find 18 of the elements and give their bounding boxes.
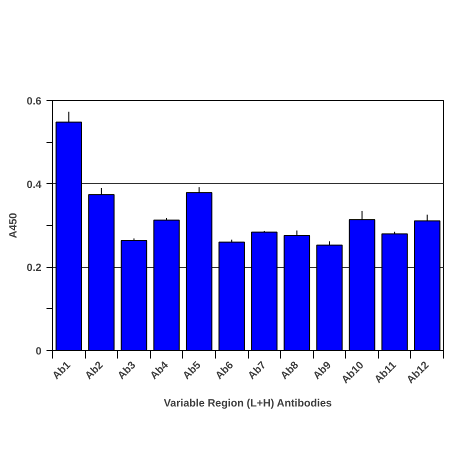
x-tick-label: Ab2 (82, 359, 106, 382)
x-axis-title: Variable Region (L+H) Antibodies (164, 397, 332, 410)
bar (120, 240, 148, 350)
bar (381, 233, 408, 350)
x-tick-label: Ab6 (213, 359, 236, 382)
bar (251, 232, 278, 350)
x-tick-label: Ab1 (50, 359, 74, 382)
y-tick-label: 0.2 (26, 262, 42, 274)
y-axis-title: A450 (8, 212, 20, 238)
y-tick-label: 0.6 (26, 96, 42, 108)
bar (316, 244, 343, 350)
x-tick-label: Ab9 (310, 359, 334, 382)
bar (153, 220, 180, 350)
bar (218, 242, 245, 350)
x-tick-label: Ab3 (115, 359, 138, 382)
x-tick-label: Ab8 (278, 359, 302, 382)
y-tick-label: 0.4 (26, 178, 42, 191)
y-tick-label: 0 (36, 346, 42, 358)
